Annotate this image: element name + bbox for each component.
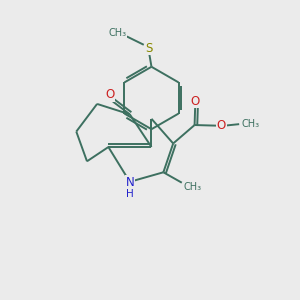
Text: O: O bbox=[106, 88, 115, 101]
Text: O: O bbox=[190, 95, 200, 108]
Text: CH₃: CH₃ bbox=[183, 182, 202, 193]
Text: CH₃: CH₃ bbox=[241, 119, 259, 129]
Text: O: O bbox=[217, 119, 226, 132]
Text: N: N bbox=[125, 176, 134, 189]
Text: H: H bbox=[126, 189, 134, 199]
Text: S: S bbox=[146, 42, 153, 55]
Text: CH₃: CH₃ bbox=[109, 28, 127, 38]
